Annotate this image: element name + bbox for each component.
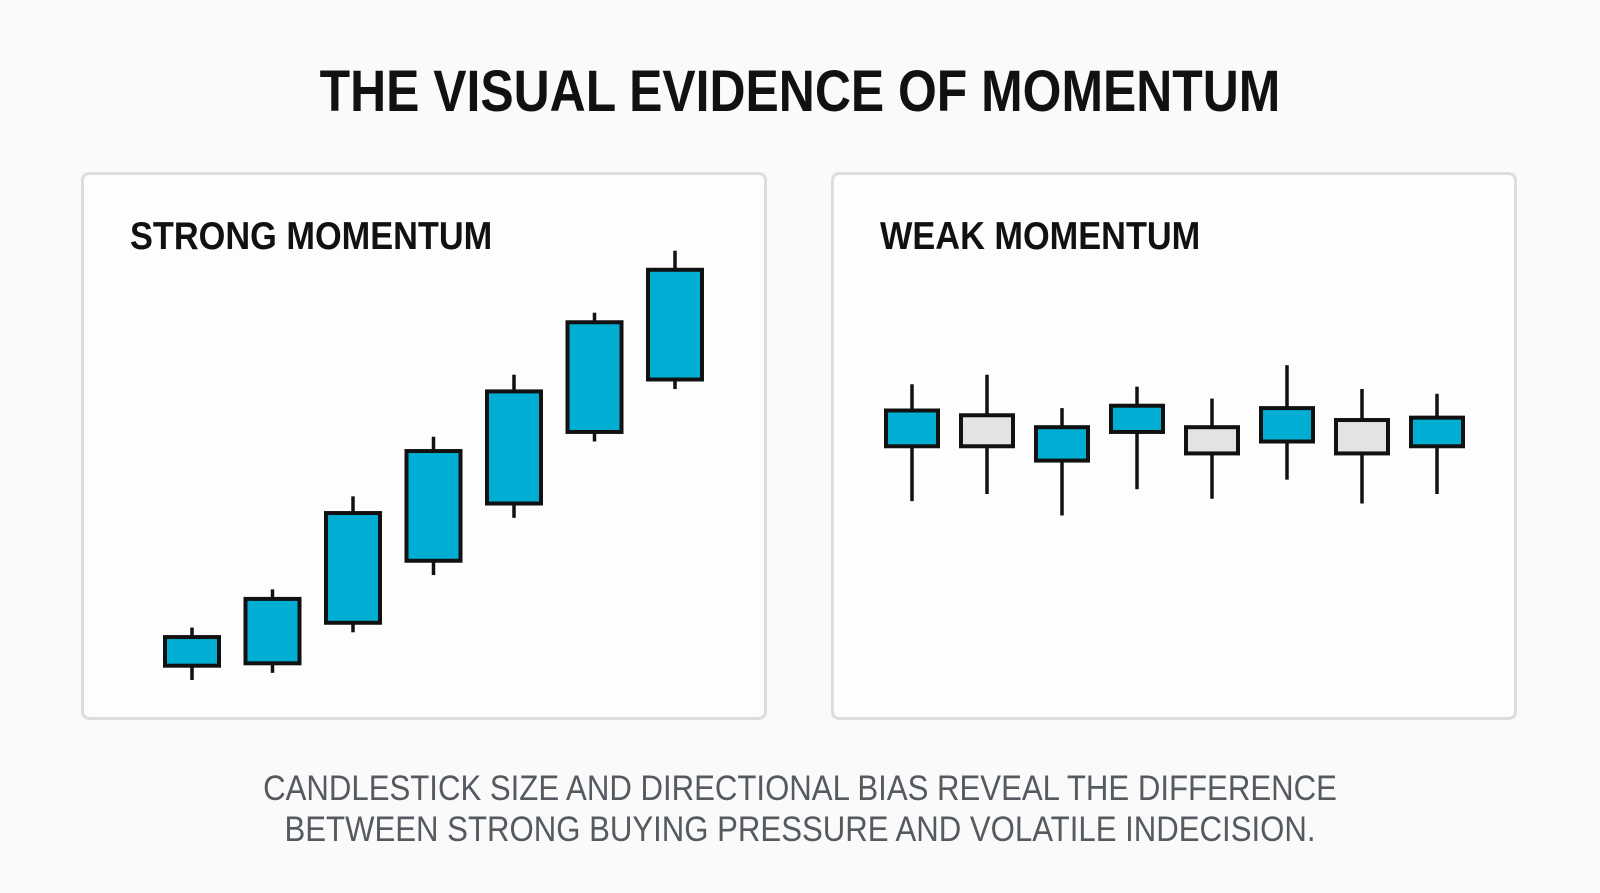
candle [1334,389,1390,504]
strong-momentum-panel: STRONG MOMENTUM [81,172,767,720]
candle [884,384,940,502]
candle-body [565,320,624,434]
page-title: THE VISUAL EVIDENCE OF MOMENTUM [319,59,1281,124]
candle [243,589,302,673]
candle-body [884,408,940,449]
strong-momentum-chart [163,250,704,680]
candle [1184,398,1240,499]
candle [1109,386,1165,490]
candle-body [485,389,543,506]
candle-body [1334,418,1390,456]
caption: CANDLESTICK SIZE AND DIRECTIONAL BIAS RE… [88,768,1512,850]
candle-body [1184,425,1240,456]
candle-body [959,413,1015,449]
candle [1259,365,1315,480]
candle [646,250,704,390]
candle [565,312,624,442]
weak-momentum-title: WEAK MOMENTUM [880,215,1201,258]
caption-line-2: BETWEEN STRONG BUYING PRESSURE AND VOLAT… [284,810,1316,849]
caption-line-1: CANDLESTICK SIZE AND DIRECTIONAL BIAS RE… [263,769,1337,808]
candle [959,374,1015,494]
candle [163,627,221,680]
candle-body [646,267,704,382]
candle-body [324,511,382,625]
candle-body [1409,415,1465,449]
candle-body [404,449,463,563]
candle [404,436,463,576]
strong-momentum-title: STRONG MOMENTUM [130,215,493,258]
candle [324,496,382,633]
weak-momentum-chart [884,365,1465,516]
candle-body [1034,425,1090,463]
candle-body [1259,406,1315,444]
weak-momentum-panel: WEAK MOMENTUM [831,172,1517,720]
candle [1409,393,1465,494]
candle-body [163,635,221,668]
candle-body [243,596,302,666]
candle [1034,408,1090,516]
candle-body [1109,403,1165,434]
candle [485,374,543,518]
